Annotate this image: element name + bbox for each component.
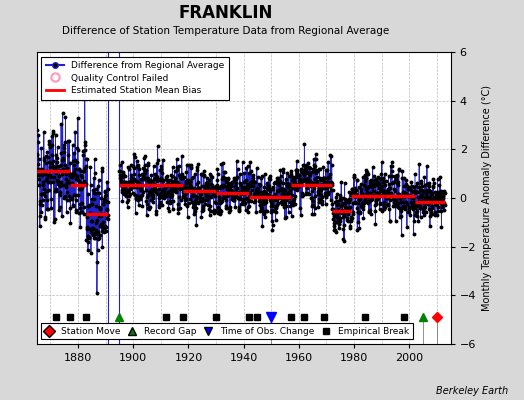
Text: FRANKLIN: FRANKLIN bbox=[178, 4, 272, 22]
Text: Difference of Station Temperature Data from Regional Average: Difference of Station Temperature Data f… bbox=[62, 26, 389, 36]
Legend: Station Move, Record Gap, Time of Obs. Change, Empirical Break: Station Move, Record Gap, Time of Obs. C… bbox=[41, 323, 412, 340]
Y-axis label: Monthly Temperature Anomaly Difference (°C): Monthly Temperature Anomaly Difference (… bbox=[482, 85, 492, 311]
Text: Berkeley Earth: Berkeley Earth bbox=[436, 386, 508, 396]
